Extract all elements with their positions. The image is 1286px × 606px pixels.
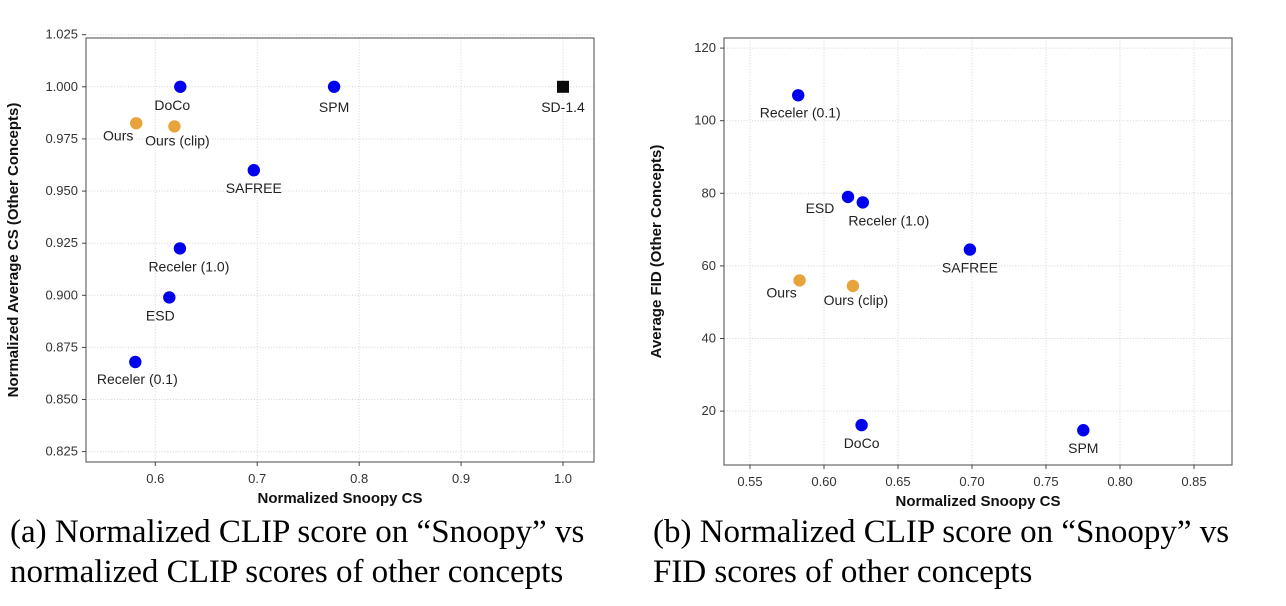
svg-text:0.825: 0.825	[45, 444, 78, 459]
svg-text:0.850: 0.850	[45, 392, 78, 407]
svg-text:0.975: 0.975	[45, 131, 78, 146]
svg-text:0.6: 0.6	[146, 471, 164, 486]
svg-text:SD-1.4: SD-1.4	[541, 99, 585, 115]
svg-text:Receler (0.1): Receler (0.1)	[97, 371, 178, 387]
svg-text:DoCo: DoCo	[154, 97, 190, 113]
svg-text:SAFREE: SAFREE	[942, 260, 998, 276]
svg-text:Receler (1.0): Receler (1.0)	[848, 212, 929, 228]
svg-text:20: 20	[702, 403, 716, 418]
svg-text:ESD: ESD	[146, 307, 175, 323]
svg-text:0.70: 0.70	[959, 474, 984, 489]
svg-text:0.75: 0.75	[1033, 474, 1058, 489]
svg-text:0.875: 0.875	[45, 339, 78, 354]
svg-text:0.85: 0.85	[1181, 474, 1206, 489]
svg-text:0.900: 0.900	[45, 287, 78, 302]
svg-text:0.950: 0.950	[45, 183, 78, 198]
svg-text:Normalized Average CS (Other C: Normalized Average CS (Other Concepts)	[5, 103, 22, 398]
svg-text:0.60: 0.60	[811, 474, 836, 489]
svg-text:1.025: 1.025	[45, 27, 78, 42]
svg-text:60: 60	[702, 258, 716, 273]
svg-text:SPM: SPM	[1068, 440, 1098, 456]
svg-text:Ours: Ours	[103, 127, 133, 143]
svg-text:0.55: 0.55	[737, 474, 762, 489]
svg-text:DoCo: DoCo	[844, 435, 880, 451]
svg-text:1.000: 1.000	[45, 79, 78, 94]
svg-text:Ours (clip): Ours (clip)	[145, 132, 210, 148]
svg-text:80: 80	[702, 185, 716, 200]
svg-text:0.9: 0.9	[452, 471, 470, 486]
svg-text:0.65: 0.65	[885, 474, 910, 489]
svg-text:Receler (1.0): Receler (1.0)	[148, 258, 229, 274]
svg-text:Normalized Snoopy CS: Normalized Snoopy CS	[257, 490, 422, 507]
svg-text:Normalized Snoopy CS: Normalized Snoopy CS	[895, 493, 1060, 510]
svg-text:120: 120	[694, 40, 716, 55]
svg-text:100: 100	[694, 113, 716, 128]
svg-text:SPM: SPM	[319, 99, 349, 115]
svg-text:Receler (0.1): Receler (0.1)	[760, 104, 841, 120]
svg-text:0.925: 0.925	[45, 235, 78, 250]
svg-text:40: 40	[702, 331, 716, 346]
svg-text:Ours: Ours	[766, 284, 796, 300]
svg-text:SAFREE: SAFREE	[226, 180, 282, 196]
svg-text:1.0: 1.0	[554, 471, 572, 486]
svg-text:0.7: 0.7	[248, 471, 266, 486]
svg-text:Ours (clip): Ours (clip)	[824, 292, 889, 308]
svg-text:0.8: 0.8	[350, 471, 368, 486]
svg-text:0.80: 0.80	[1107, 474, 1132, 489]
svg-text:Average FID (Other Concepts): Average FID (Other Concepts)	[648, 145, 665, 359]
svg-text:ESD: ESD	[806, 200, 835, 216]
